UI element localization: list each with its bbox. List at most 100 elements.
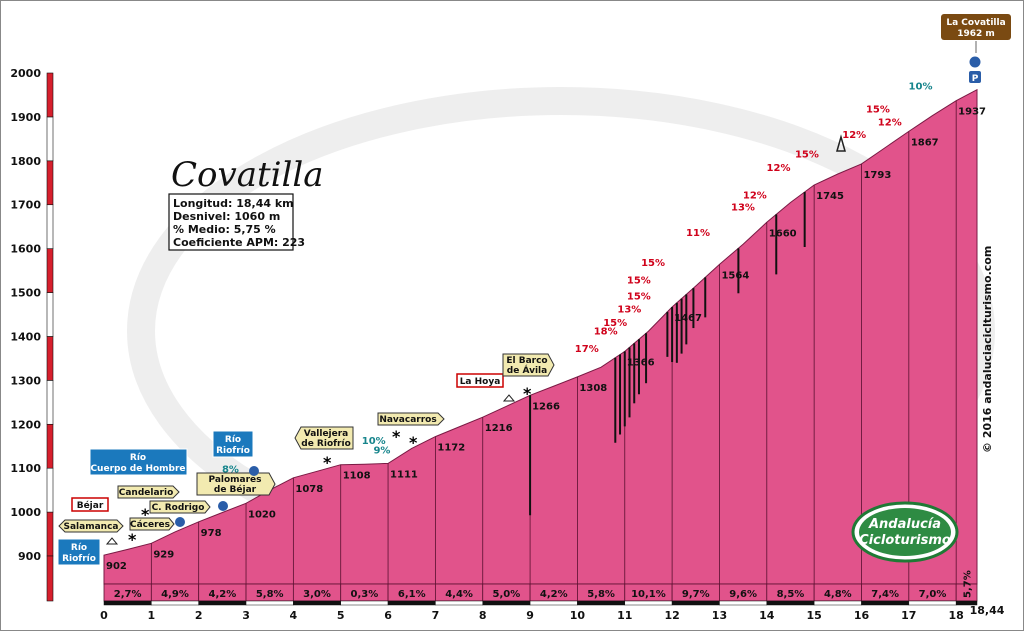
km-altitude: 1467 [674, 313, 702, 324]
km-scale-bar [671, 600, 720, 606]
km-grade: 8,5% [777, 589, 805, 600]
svg-text:P: P [972, 74, 979, 84]
km-altitude: 1172 [437, 443, 465, 454]
km-grade: 7,4% [871, 589, 899, 600]
ramp-percent: 10% [909, 82, 933, 93]
km-altitude: 1308 [579, 383, 607, 394]
y-tick-label: 1900 [10, 111, 41, 124]
x-tick-label: 14 [759, 609, 775, 622]
y-axis-segment [46, 423, 54, 469]
place-rio-low-1: Río [71, 543, 87, 553]
asterisk-icon: * [141, 505, 150, 524]
km-altitude: 902 [106, 561, 127, 572]
y-tick-label: 1500 [10, 287, 41, 300]
km-grade: 5,0% [493, 589, 521, 600]
km-scale-bar [245, 600, 294, 606]
x-tick-label: 16 [854, 609, 870, 622]
stat-medio: % Medio: 5,75 % [173, 223, 276, 236]
house-icon [105, 537, 119, 545]
km-grade: 4,2% [540, 589, 568, 600]
km-grade: 10,1% [631, 589, 666, 600]
ramp-percent: 15% [603, 318, 627, 329]
y-axis-segment [46, 160, 54, 206]
altitude-labels: 902 929 978 1020 1078 1108 1111 1172 1216 1266 130… [106, 107, 986, 572]
x-tick-label: 0 [100, 609, 108, 622]
x-tick-label: 7 [432, 609, 440, 622]
km-scale-bar [861, 600, 910, 606]
y-axis-segment [46, 204, 54, 249]
ramp-percent: 15% [641, 258, 665, 269]
km-grade: 4,2% [208, 589, 236, 600]
place-navacarros: Navacarros [379, 415, 436, 425]
ramp-percent: 18% [594, 327, 618, 338]
ramp-percent: 12% [767, 163, 791, 174]
x-end-label: 18,44 [970, 604, 1005, 617]
km-grade: 5,7% [963, 570, 974, 598]
km-grade: 5,8% [587, 589, 615, 600]
km-altitude: 1867 [911, 137, 939, 148]
km-scale-bar [198, 600, 247, 606]
x-tick-label: 13 [712, 609, 727, 622]
km-scale-bar [435, 600, 483, 606]
ramp-percent: 10% [362, 436, 386, 447]
place-cuerpo-1: Río [130, 453, 146, 463]
copyright: © 2016 andaluciaciclturismo.com [981, 246, 994, 453]
place-la-hoya: La Hoya [460, 377, 501, 387]
y-axis-segment [46, 555, 54, 602]
km-grade: 0,3% [351, 589, 379, 600]
km-altitude: 1564 [721, 270, 749, 281]
y-axis-segment [46, 336, 54, 381]
ramp-percent: 15% [627, 292, 651, 303]
x-tick-label: 9 [526, 609, 534, 622]
ramp-percent: 8% [222, 465, 239, 476]
place-rio-low-2: Riofrío [62, 554, 96, 564]
summit-name: La Covatilla [946, 18, 1005, 28]
km-grade: 6,1% [398, 589, 426, 600]
place-caceres: Cáceres [130, 520, 170, 530]
km-altitude: 1111 [390, 469, 418, 480]
km-altitude: 1108 [343, 471, 371, 482]
km-grade: 4,9% [161, 589, 189, 600]
place-salamanca: Salamanca [64, 522, 119, 532]
logo-line-1: Andalucía [868, 517, 941, 532]
x-tick-label: 12 [664, 609, 679, 622]
km-scale-bar [813, 600, 862, 606]
km-grade: 5,8% [256, 589, 284, 600]
y-axis-segment [46, 116, 54, 162]
km-altitude: 1266 [532, 401, 560, 412]
place-rio-high-2: Riofrío [216, 446, 250, 456]
y-tick-label: 1100 [10, 462, 41, 475]
km-scale-bar [624, 600, 673, 606]
x-tick-label: 8 [479, 609, 487, 622]
stat-desnivel: Desnivel: 1060 m [173, 210, 280, 223]
y-tick-label: 1400 [10, 330, 41, 343]
y-tick-label: 900 [18, 550, 41, 563]
y-tick-label: 1800 [10, 155, 41, 168]
y-axis-segment [46, 467, 54, 513]
place-rio-high-1: Río [225, 435, 241, 445]
ramp-percent: 15% [627, 275, 651, 286]
km-grade: 9,6% [729, 589, 757, 600]
place-candelario: Candelario [119, 488, 174, 498]
y-tick-label: 1700 [10, 199, 41, 212]
place-vallejera-2: de Riofrío [301, 439, 351, 449]
x-tick-label: 4 [290, 609, 298, 622]
place-signs: Béjar Salamanca Río Riofrío Río Cuerpo d… [57, 353, 555, 566]
summit-sign: La Covatilla 1962 m P [941, 14, 1011, 84]
y-axis-segment [46, 292, 54, 337]
ramp-percent: 11% [686, 228, 710, 239]
km-scale-bar [482, 600, 531, 606]
stat-longitud: Longitud: 18,44 km [173, 197, 294, 210]
ramp-percent: 9% [373, 445, 390, 456]
ramp-percent: 12% [878, 118, 902, 129]
x-tick-label: 17 [901, 609, 916, 622]
house-icon [502, 394, 516, 402]
place-bejar: Béjar [77, 500, 104, 511]
km-altitude: 1366 [627, 357, 655, 368]
y-tick-label: 2000 [10, 67, 41, 80]
asterisk-icon: * [128, 530, 137, 549]
y-axis: 900 1000 1100 1200 1300 1400 1500 1600 1700 1800 1… [10, 67, 54, 602]
km-grade: 7,0% [919, 589, 947, 600]
asterisk-icon: * [409, 433, 418, 452]
